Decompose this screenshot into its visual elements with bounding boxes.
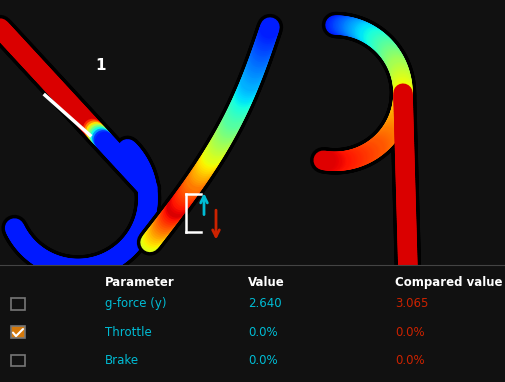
Text: Brake: Brake	[105, 354, 139, 367]
FancyBboxPatch shape	[11, 326, 25, 338]
Text: 1: 1	[95, 58, 106, 73]
Text: 2.640: 2.640	[248, 297, 282, 310]
Text: 0.0%: 0.0%	[395, 325, 425, 338]
Text: Value: Value	[248, 276, 285, 289]
Text: 3.065: 3.065	[395, 297, 428, 310]
Text: Parameter: Parameter	[105, 276, 175, 289]
Text: Compared value: Compared value	[395, 276, 502, 289]
Text: g-force (y): g-force (y)	[105, 297, 167, 310]
Text: 0.0%: 0.0%	[395, 354, 425, 367]
Text: 0.0%: 0.0%	[248, 354, 278, 367]
Text: 0.0%: 0.0%	[248, 325, 278, 338]
Text: Throttle: Throttle	[105, 325, 152, 338]
